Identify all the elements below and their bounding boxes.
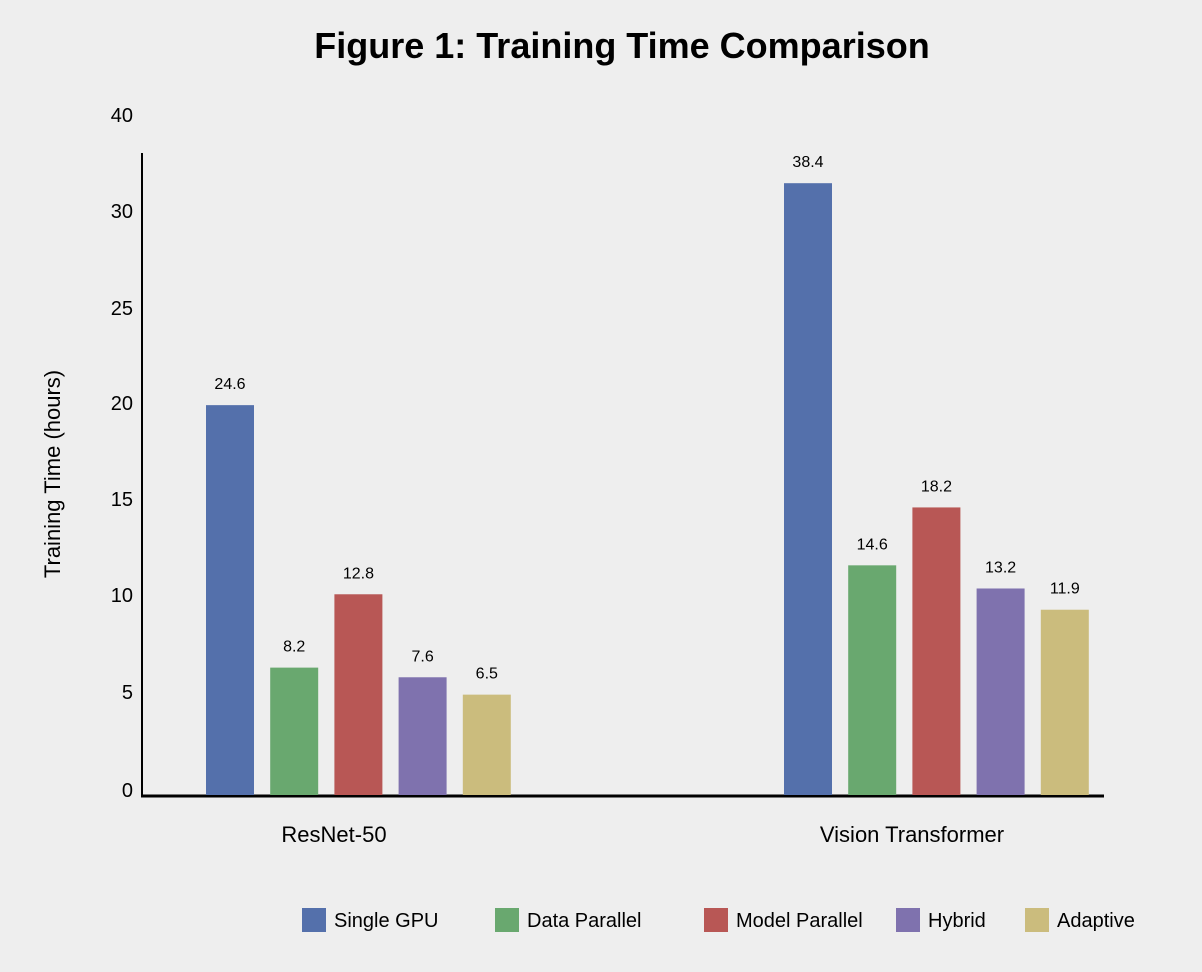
legend-label: Hybrid — [928, 910, 986, 932]
chart-title: Figure 1: Training Time Comparison — [314, 25, 929, 66]
legend-swatch — [302, 908, 326, 932]
bar — [270, 667, 319, 795]
data-label: 8.2 — [283, 639, 305, 656]
legend-label: Model Parallel — [736, 910, 863, 932]
data-label: 14.6 — [857, 536, 888, 553]
legend-item: Adaptive — [1025, 908, 1135, 932]
legend-item: Hybrid — [896, 908, 986, 932]
data-label: 6.5 — [476, 666, 498, 683]
y-tick-label: 30 — [111, 201, 133, 223]
bar — [398, 677, 447, 795]
y-axis-label: Training Time (hours) — [40, 370, 65, 578]
data-label: 11.9 — [1050, 581, 1080, 598]
y-tick-label: 20 — [111, 393, 133, 415]
data-label: 24.6 — [214, 376, 245, 393]
legend-swatch — [1025, 908, 1049, 932]
category-label: Vision Transformer — [820, 822, 1004, 847]
legend-swatch — [704, 908, 728, 932]
y-tick-label: 25 — [111, 298, 133, 320]
bar — [848, 565, 897, 795]
legend-item: Single GPU — [302, 908, 439, 932]
bar — [912, 507, 961, 795]
bar — [334, 594, 383, 795]
legend-label: Single GPU — [334, 910, 439, 932]
y-tick-label: 15 — [111, 489, 133, 511]
legend: Single GPU Data Parallel Model Parallel Hyb… — [302, 908, 1135, 932]
data-label: 13.2 — [985, 559, 1016, 576]
bar — [976, 588, 1025, 795]
y-tick-label: 0 — [122, 780, 133, 802]
bar-group: 38.4 14.6 18.2 13.2 11.9 — [784, 154, 1089, 795]
legend-label: Adaptive — [1057, 910, 1135, 932]
y-tick-label: 10 — [111, 585, 133, 607]
legend-label: Data Parallel — [527, 910, 642, 932]
legend-item: Data Parallel — [495, 908, 642, 932]
data-label: 7.6 — [411, 648, 433, 665]
bar — [1040, 609, 1089, 795]
bar — [784, 183, 832, 795]
data-label: 18.2 — [921, 478, 952, 495]
bar — [462, 694, 511, 795]
bar-group: 24.6 8.2 12.8 7.6 6.5 — [206, 376, 511, 795]
y-tick-label: 5 — [122, 682, 133, 704]
category-labels: ResNet-50 Vision Transformer — [281, 822, 1004, 847]
bar-groups: 24.6 8.2 12.8 7.6 6.5 38.4 14.6 18.2 13.2 11.9 — [206, 154, 1089, 795]
y-tick-label: 40 — [111, 105, 133, 127]
legend-swatch — [495, 908, 519, 932]
legend-item: Model Parallel — [704, 908, 863, 932]
y-tick-labels: 0 5 10 15 20 25 30 40 — [111, 105, 133, 802]
bar — [206, 405, 254, 795]
data-label: 38.4 — [792, 154, 823, 171]
data-label: 12.8 — [343, 565, 374, 582]
legend-swatch — [896, 908, 920, 932]
category-label: ResNet-50 — [281, 822, 386, 847]
